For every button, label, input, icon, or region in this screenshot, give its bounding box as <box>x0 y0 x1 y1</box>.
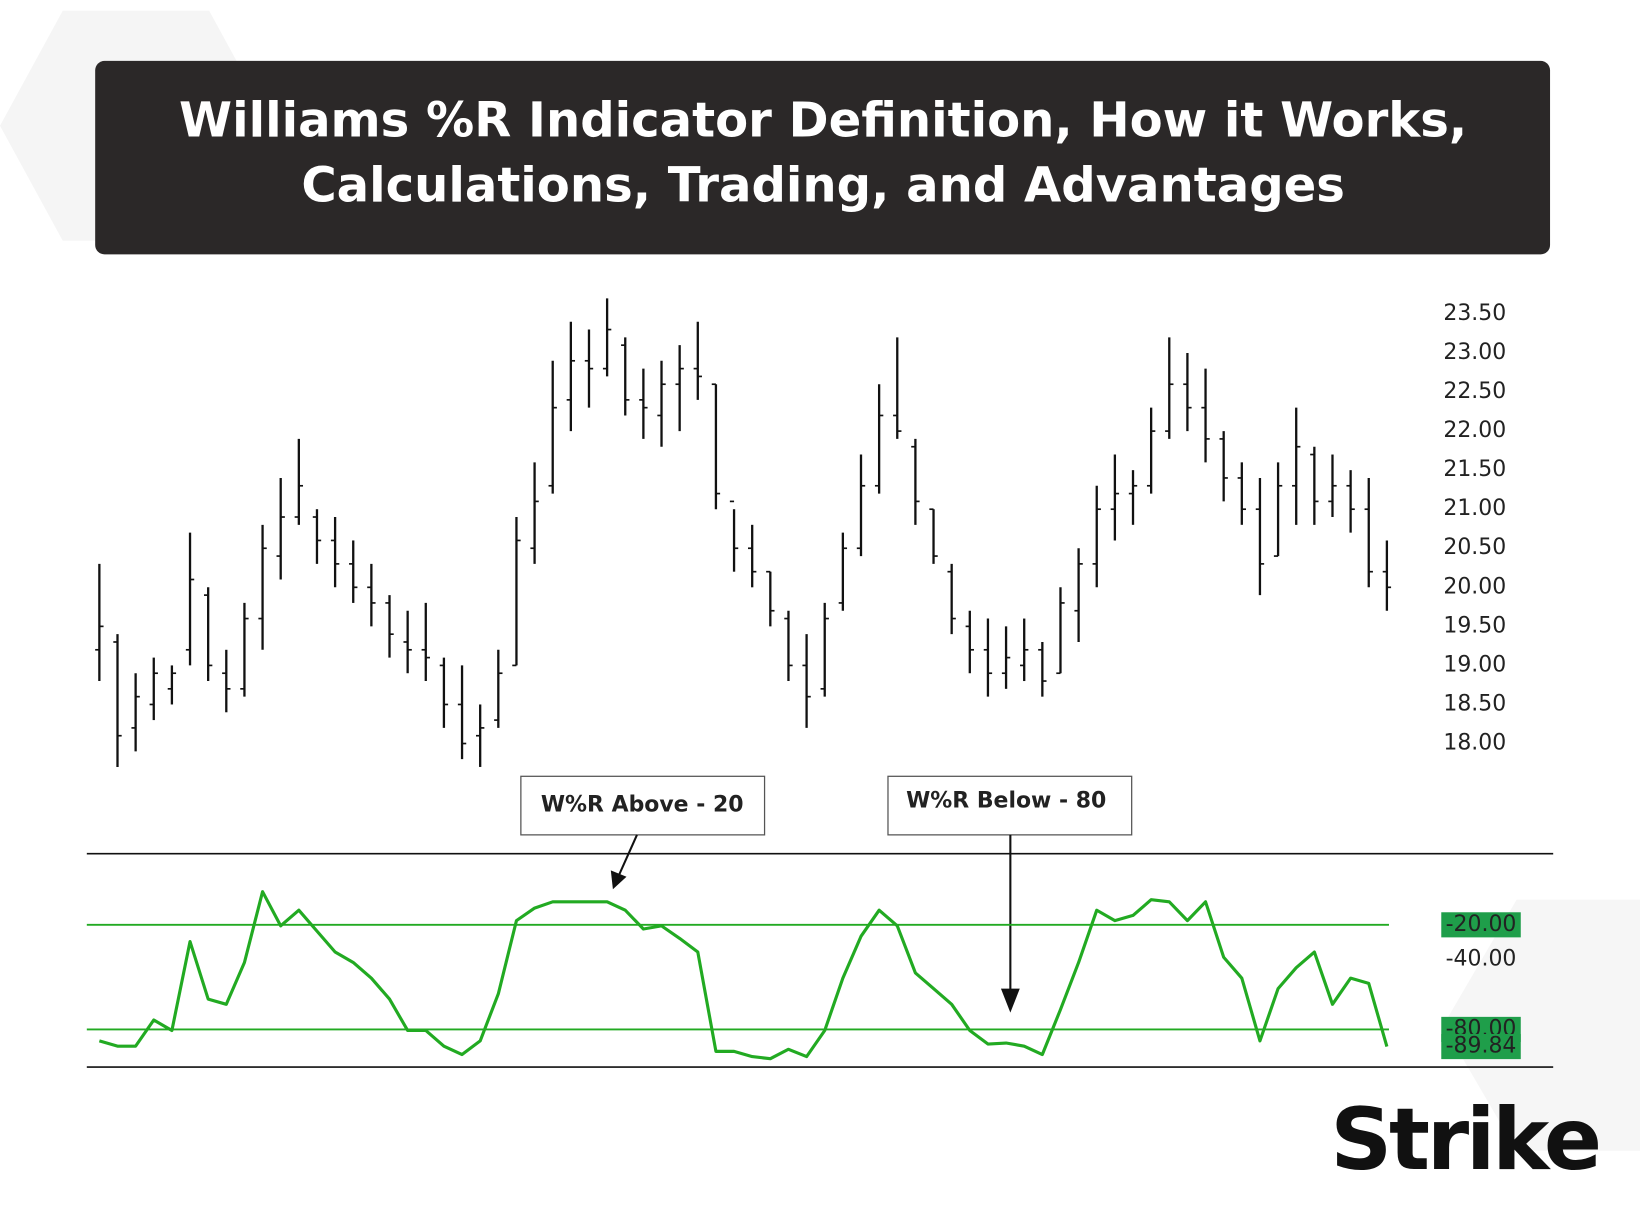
annotation-arrow <box>618 834 638 876</box>
indicator-line <box>98 890 1389 1061</box>
y-tick-label: 22.50 <box>1443 379 1506 404</box>
y-tick-label: -20.00 <box>1446 912 1517 937</box>
y-tick-badge <box>1441 912 1521 938</box>
y-tick-label: 22.00 <box>1443 418 1506 443</box>
title-line: Calculations, Trading, and Advantages <box>301 157 1345 213</box>
annotation-arrow-head <box>1000 988 1020 1013</box>
y-tick-label: 18.50 <box>1443 691 1506 716</box>
decor-hexagon <box>1443 899 1640 1151</box>
annotation-box <box>887 775 1133 836</box>
y-tick-label: 20.50 <box>1443 535 1506 560</box>
y-tick-label: 23.50 <box>1443 301 1506 326</box>
title-line: Williams %R Indicator Definition, How it… <box>179 93 1467 149</box>
annotation-box <box>520 775 766 836</box>
y-tick-label: 23.00 <box>1443 340 1506 365</box>
y-tick-label: -40.00 <box>1446 947 1517 972</box>
y-tick-label: -89.84 <box>1446 1034 1517 1059</box>
brand-logo: Strike <box>1330 1090 1598 1190</box>
title-box <box>95 60 1551 255</box>
y-tick-label: 19.00 <box>1443 652 1506 677</box>
annotation: W%R Above - 20 <box>541 793 744 818</box>
y-tick-label: 19.50 <box>1443 613 1506 638</box>
annotation: W%R Below - 80 <box>906 788 1106 813</box>
y-tick-badge <box>1441 1034 1521 1060</box>
y-tick-label: 21.50 <box>1443 457 1506 482</box>
y-tick-label: 20.00 <box>1443 574 1506 599</box>
y-tick-label: 21.00 <box>1443 496 1506 521</box>
y-tick-label: 18.00 <box>1443 731 1506 756</box>
